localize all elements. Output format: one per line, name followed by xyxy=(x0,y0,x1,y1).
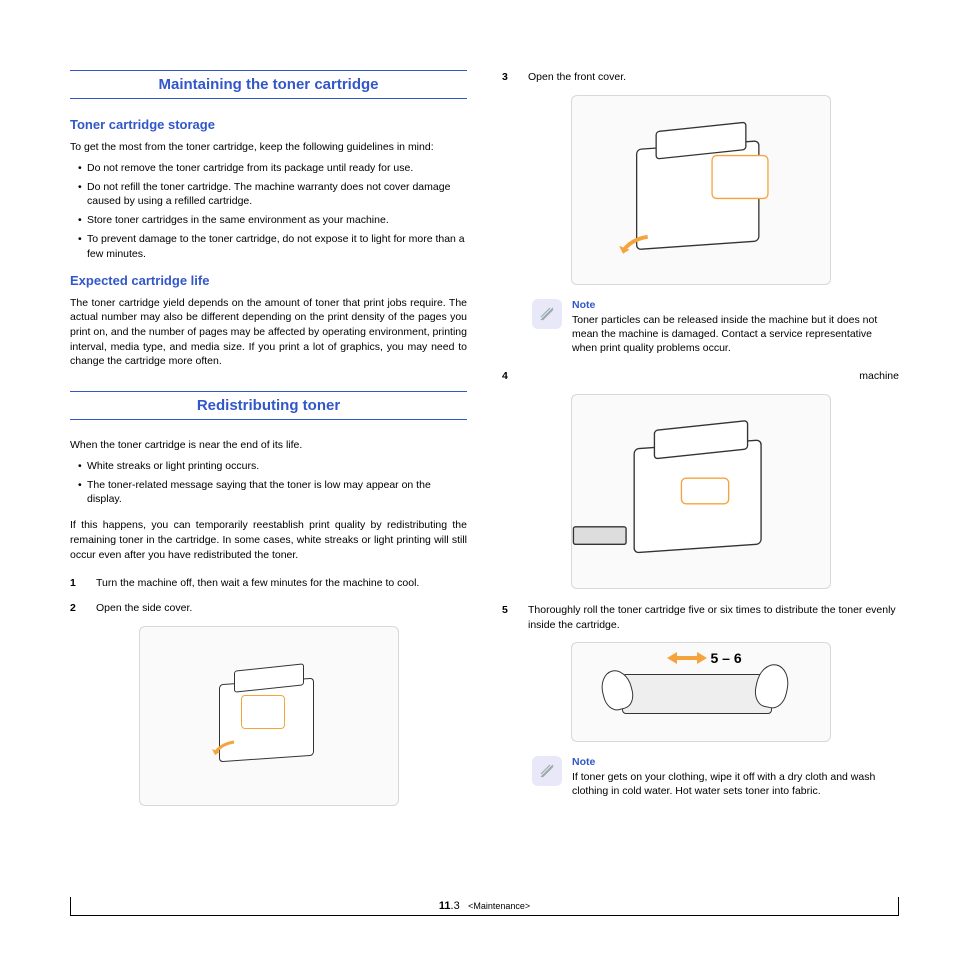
footer-chapter: 11 xyxy=(439,900,451,912)
step-2: 2 Open the side cover. xyxy=(70,601,467,616)
illustration-roll-cartridge: 5 – 6 xyxy=(571,642,831,742)
step-5: 5 Thoroughly roll the toner cartridge fi… xyxy=(502,603,899,632)
two-column-layout: Maintaining the toner cartridge Toner ca… xyxy=(70,70,899,820)
bullet-item: White streaks or light printing occurs. xyxy=(78,459,467,473)
redist-intro: When the toner cartridge is near the end… xyxy=(70,438,467,453)
storage-intro: To get the most from the toner cartridge… xyxy=(70,140,467,155)
subsection-storage: Toner cartridge storage xyxy=(70,117,467,132)
section-heading-maintaining: Maintaining the toner cartridge xyxy=(70,70,467,99)
note-text: If toner gets on your clothing, wipe it … xyxy=(572,770,889,798)
note-label: Note xyxy=(572,756,889,768)
note-toner-clothing: Note If toner gets on your clothing, wip… xyxy=(532,756,899,798)
step-3: 3 Open the front cover. xyxy=(502,70,899,85)
step-text xyxy=(528,369,859,384)
step-1: 1 Turn the machine off, then wait a few … xyxy=(70,576,467,591)
roll-count-label: 5 – 6 xyxy=(711,650,742,666)
page-footer: 11.3 <Maintenance> xyxy=(70,897,899,916)
note-icon xyxy=(532,299,562,329)
bullet-item: Do not remove the toner cartridge from i… xyxy=(78,161,467,175)
note-toner-particles: Note Toner particles can be released ins… xyxy=(532,299,899,356)
bullet-item: Do not refill the toner cartridge. The m… xyxy=(78,180,467,208)
footer-page: .3 xyxy=(451,900,460,912)
redist-paragraph: If this happens, you can temporarily ree… xyxy=(70,518,467,562)
bullet-item: Store toner cartridges in the same envir… xyxy=(78,213,467,227)
storage-bullets: Do not remove the toner cartridge from i… xyxy=(78,161,467,261)
illustration-front-cover xyxy=(571,95,831,285)
step-text: Thoroughly roll the toner cartridge five… xyxy=(528,603,899,632)
note-label: Note xyxy=(572,299,889,311)
bullet-item: The toner-related message saying that th… xyxy=(78,478,467,506)
step-number: 4 xyxy=(502,369,528,384)
subsection-expected-life: Expected cartridge life xyxy=(70,273,467,288)
left-column: Maintaining the toner cartridge Toner ca… xyxy=(70,70,467,820)
note-text: Toner particles can be released inside t… xyxy=(572,313,889,356)
step-number: 1 xyxy=(70,576,96,591)
step-text: Open the front cover. xyxy=(528,70,899,85)
step-text: Turn the machine off, then wait a few mi… xyxy=(96,576,467,591)
section-heading-redistributing: Redistributing toner xyxy=(70,391,467,420)
step-number: 2 xyxy=(70,601,96,616)
note-icon xyxy=(532,756,562,786)
illustration-side-cover xyxy=(139,626,399,806)
step-number: 3 xyxy=(502,70,528,85)
illustration-remove-cartridge xyxy=(571,394,831,589)
redist-bullets: White streaks or light printing occurs. … xyxy=(78,459,467,507)
step-number: 5 xyxy=(502,603,528,632)
expected-life-paragraph: The toner cartridge yield depends on the… xyxy=(70,296,467,369)
right-column: 3 Open the front cover. Note Toner parti… xyxy=(502,70,899,820)
footer-breadcrumb: <Maintenance> xyxy=(468,901,530,911)
step-text: Open the side cover. xyxy=(96,601,467,616)
bullet-item: To prevent damage to the toner cartridge… xyxy=(78,232,467,260)
step-4: 4 machine xyxy=(502,369,899,384)
step-extra-word: machine xyxy=(859,369,899,384)
